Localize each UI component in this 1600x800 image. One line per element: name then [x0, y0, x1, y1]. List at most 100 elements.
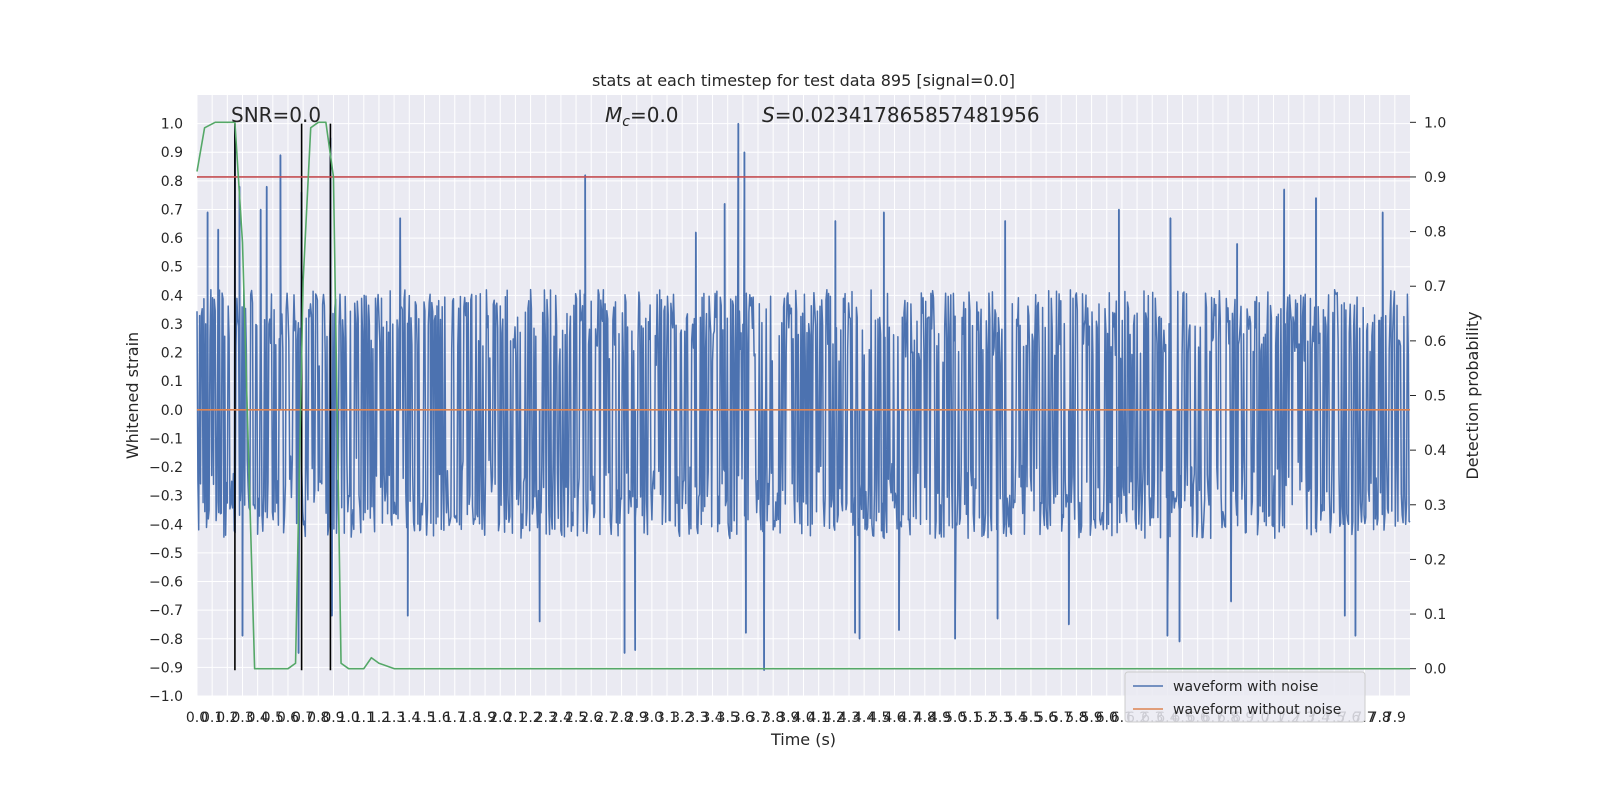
- x-tick-label: 1.7: [444, 710, 466, 726]
- x-tick-label: 1.3: [383, 710, 405, 726]
- y-tick-label-left: −0.2: [149, 460, 183, 476]
- y-tick-label-right: 0.4: [1424, 443, 1446, 459]
- waveform-with-noise-line: [196, 122, 1411, 671]
- x-tick-label: 4.6: [883, 710, 905, 726]
- x-tick-label: 1.1: [353, 710, 375, 726]
- y-tick-label-left: −0.6: [149, 575, 183, 591]
- x-tick-label: 5.6: [1035, 710, 1057, 726]
- annotation-mc: Mc=0.0: [605, 103, 679, 130]
- y-tick-label-left: −0.4: [149, 517, 183, 533]
- y-tick-label-right: 0.3: [1424, 498, 1446, 514]
- x-tick-label: 0.2: [216, 710, 238, 726]
- y-tick-label-left: 1.0: [161, 117, 183, 133]
- y-tick-label-right: 0.1: [1424, 607, 1446, 623]
- x-tick-label: 1.8: [459, 710, 481, 726]
- series-lines: [196, 121, 1410, 671]
- annotation-mc-symbol: M: [605, 103, 622, 127]
- y-tick-label-right: 0.6: [1424, 334, 1446, 350]
- y-tick-label-right: 0.7: [1424, 279, 1446, 295]
- y-tick-label-left: 0.2: [161, 346, 183, 362]
- x-tick-label: 5.4: [1005, 710, 1027, 726]
- x-tick-label: 2.4: [550, 710, 572, 726]
- annotation-snr: SNR=0.0: [231, 103, 321, 127]
- y-tick-label-left: 0.8: [161, 174, 183, 190]
- legend-label-clean: waveform without noise: [1173, 702, 1341, 718]
- x-tick-label: 1.5: [413, 710, 435, 726]
- annotation-s-value: =0.023417865857481956: [775, 103, 1040, 127]
- legend-box: [1124, 671, 1366, 723]
- x-tick-label: 0.5: [262, 710, 284, 726]
- x-tick-label: 4.8: [914, 710, 936, 726]
- x-tick-label: 1.2: [368, 710, 390, 726]
- chart-title: stats at each timestep for test data 895…: [592, 71, 1015, 90]
- y-tick-label-right: 0.0: [1424, 662, 1446, 678]
- x-tick-label: 5.0: [944, 710, 966, 726]
- y-tick-label-left: 0.7: [161, 202, 183, 218]
- x-tick-label: 1.9: [474, 710, 496, 726]
- x-tick-label: 3.4: [701, 710, 723, 726]
- y-tick-label-left: 0.4: [161, 288, 183, 304]
- x-tick-label: 3.0: [641, 710, 663, 726]
- x-tick-label: 5.2: [974, 710, 996, 726]
- x-tick-label: 1.0: [337, 710, 359, 726]
- x-tick-label: 0.3: [231, 710, 253, 726]
- x-tick-label: 4.7: [899, 710, 921, 726]
- x-tick-label: 4.4: [853, 710, 875, 726]
- x-tick-label: 2.3: [535, 710, 557, 726]
- x-tick-label: 1.4: [398, 710, 420, 726]
- x-tick-label: 4.5: [868, 710, 890, 726]
- y-tick-label-right: 0.9: [1424, 170, 1446, 186]
- y-tick-label-left: 0.6: [161, 231, 183, 247]
- x-tick-label: 0.6: [277, 710, 299, 726]
- x-tick-label: 2.6: [580, 710, 602, 726]
- x-tick-label: 3.3: [686, 710, 708, 726]
- x-tick-label: 2.0: [489, 710, 511, 726]
- y-tick-label-left: −0.1: [149, 431, 183, 447]
- series-waveform-with-noise: [196, 122, 1411, 671]
- y-tick-label-right: 0.5: [1424, 389, 1446, 405]
- x-tick-label: 5.8: [1065, 710, 1087, 726]
- x-tick-label: 2.1: [504, 710, 526, 726]
- x-tick-label: 5.3: [989, 710, 1011, 726]
- x-tick-label: 7.9: [1384, 710, 1406, 726]
- y-tick-label-left: 0.5: [161, 260, 183, 276]
- x-tick-label: 4.3: [838, 710, 860, 726]
- y-tick-label-left: 0.9: [161, 145, 183, 161]
- x-tick-label: 2.7: [595, 710, 617, 726]
- annotation-mc-subscript: c: [622, 114, 630, 130]
- x-tick-label: 7.8: [1369, 710, 1391, 726]
- y-tick-label-right: 0.2: [1424, 552, 1446, 568]
- x-tick-label: 3.1: [656, 710, 678, 726]
- annotation-s-symbol: S: [762, 103, 775, 127]
- x-tick-label: 3.8: [762, 710, 784, 726]
- x-tick-label: 3.6: [732, 710, 754, 726]
- x-tick-label: 4.0: [792, 710, 814, 726]
- y-tick-label-left: 0.0: [161, 403, 183, 419]
- detection-probability-line: [196, 121, 1410, 670]
- y-tick-label-right: 0.8: [1424, 225, 1446, 241]
- x-tick-label: 2.8: [610, 710, 632, 726]
- x-tick-label: 2.5: [565, 710, 587, 726]
- x-tick-label: 5.1: [959, 710, 981, 726]
- y-axis-label-left: Whitened strain: [123, 332, 142, 459]
- annotation-s: S=0.023417865857481956: [762, 103, 1040, 127]
- x-tick-label: 1.6: [428, 710, 450, 726]
- x-tick-label: 0.9: [322, 710, 344, 726]
- x-axis-label: Time (s): [770, 730, 836, 749]
- y-ticks-left: 1.0 0.9 0.8 0.7 0.6 0.5 0.4 0.3 0.2 0.1 0.0 −0.1 −0.…: [149, 117, 183, 705]
- x-tick-label: 2.2: [519, 710, 541, 726]
- x-tick-label: 3.7: [747, 710, 769, 726]
- x-tick-label: 6.0: [1096, 710, 1118, 726]
- y-tick-label-right: 1.0: [1424, 115, 1446, 131]
- x-tick-label: 4.1: [808, 710, 830, 726]
- y-tick-label-left: −0.7: [149, 603, 183, 619]
- x-tick-label: 5.7: [1050, 710, 1072, 726]
- x-tick-label: 3.5: [717, 710, 739, 726]
- y-tick-label-left: −0.8: [149, 632, 183, 648]
- x-tick-label: 5.9: [1080, 710, 1102, 726]
- x-tick-label: 0.7: [292, 710, 314, 726]
- y-ticks-right: 1.0 0.9 0.8 0.7 0.6 0.5 0.4 0.3 0.2 0.1 0.0: [1410, 115, 1446, 678]
- x-tick-label: 3.9: [777, 710, 799, 726]
- y-axis-label-right: Detection probability: [1463, 311, 1482, 479]
